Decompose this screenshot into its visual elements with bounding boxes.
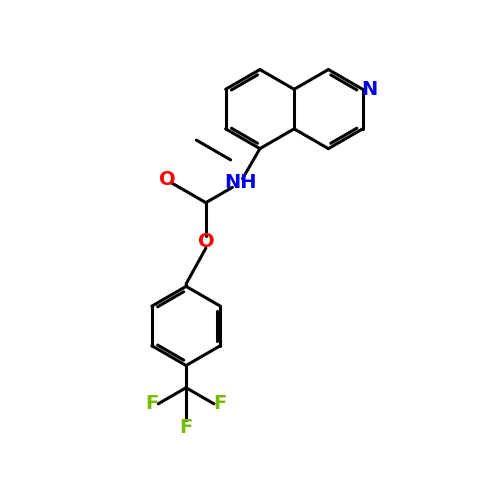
Text: O: O bbox=[198, 232, 214, 250]
Text: F: F bbox=[146, 394, 159, 413]
Text: NH: NH bbox=[224, 174, 256, 193]
Text: N: N bbox=[361, 80, 377, 99]
Text: F: F bbox=[180, 418, 192, 437]
Text: F: F bbox=[213, 394, 226, 413]
Text: O: O bbox=[160, 170, 176, 189]
